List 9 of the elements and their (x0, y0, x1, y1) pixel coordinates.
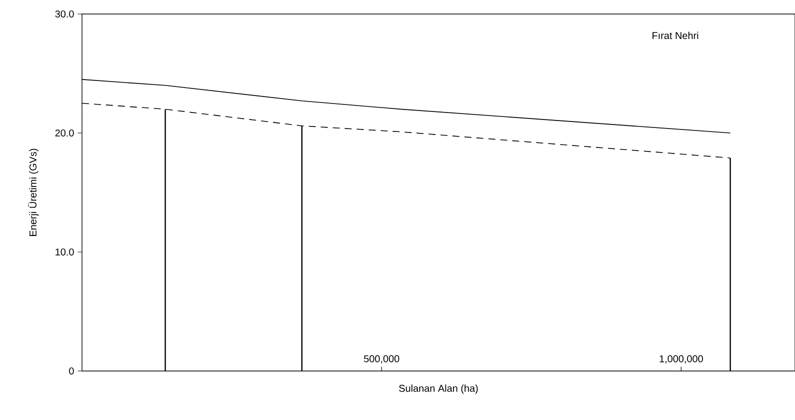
y-axis-title: Enerji Üretimi (GVs) (28, 148, 38, 236)
x-axis-title: Sulanan Alan (ha) (399, 384, 478, 394)
annotation: Fırat Nehri (652, 32, 698, 40)
y-tick-label: 20.0 (55, 129, 74, 137)
x-tick-label: 1,000,000 (660, 355, 703, 364)
y-tick-label: 0 (69, 367, 74, 375)
x-tick-label: 500,000 (364, 355, 400, 364)
y-tick-label: 10.0 (56, 248, 74, 256)
y-tick-label: 30.0 (55, 10, 74, 18)
